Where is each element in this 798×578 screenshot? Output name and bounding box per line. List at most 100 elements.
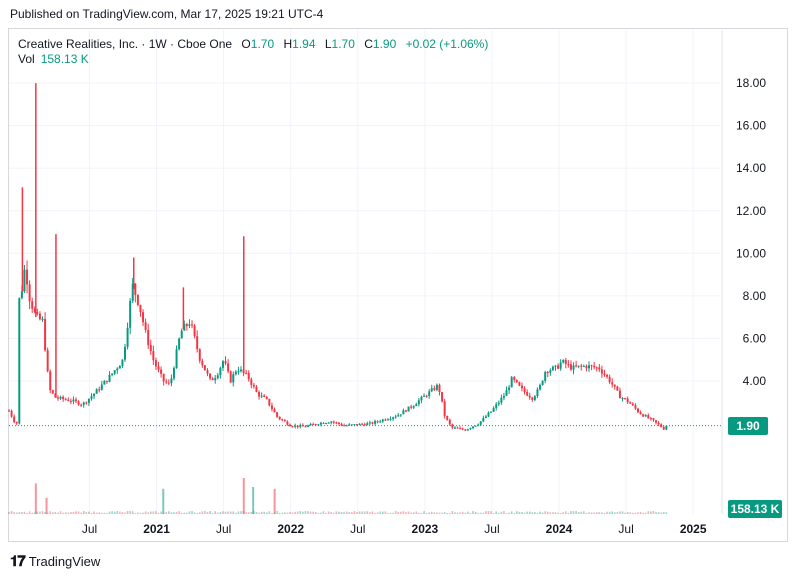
volume-bar (541, 512, 544, 514)
candle-body (170, 378, 173, 384)
volume-bar (446, 512, 449, 514)
candle-body (585, 365, 588, 369)
volume-bar (356, 512, 358, 514)
volume-bar (93, 511, 95, 514)
tradingview-logo[interactable]: 𝟏𝟕 TradingView (10, 553, 100, 570)
candle-body (209, 373, 212, 379)
candle-body (332, 421, 335, 423)
volume-bar (113, 511, 116, 514)
volume-bar (521, 512, 523, 514)
candle-body (41, 318, 44, 320)
open-value: 1.70 (250, 37, 275, 51)
volume-bar (577, 512, 580, 514)
volume-bar (626, 512, 629, 514)
volume-bar (309, 511, 312, 514)
volume-bar (405, 511, 407, 514)
volume-bar (510, 511, 513, 514)
volume-bar (186, 512, 188, 514)
candle-body (250, 379, 253, 385)
volume-bar (175, 511, 178, 514)
candle-body (613, 384, 616, 387)
candle-body (268, 398, 271, 406)
volume-bar (211, 512, 214, 514)
volume-bar (376, 512, 379, 514)
volume-bar (59, 511, 62, 514)
volume-bar (451, 511, 454, 514)
volume-bar (583, 511, 585, 514)
candle-body (188, 324, 191, 326)
candle-body (441, 392, 444, 402)
volume-bar (62, 512, 64, 514)
volume-bar (245, 512, 247, 514)
candle-body (438, 384, 441, 393)
volume-bar (436, 512, 438, 514)
candle-body (508, 387, 511, 391)
candle-body (487, 412, 490, 417)
volume-bar (379, 511, 382, 514)
chart-frame[interactable] (8, 28, 788, 542)
volume-bar (335, 511, 338, 514)
candle-body (358, 423, 361, 426)
volume-bar (348, 512, 351, 514)
volume-bar (299, 511, 302, 514)
candle-body (363, 424, 366, 426)
candle-body (590, 365, 593, 367)
candle-body (595, 367, 598, 369)
volume-bar (278, 512, 281, 514)
volume-bar (214, 511, 217, 514)
volume-bar (454, 512, 456, 514)
candle-body (258, 391, 261, 397)
volume-bar (188, 511, 191, 514)
volume-bar (505, 512, 508, 514)
candle-body (134, 283, 137, 295)
volume-bar (616, 512, 619, 514)
legend-symbol[interactable]: Creative Realities, Inc. · 1W · Cboe One (18, 37, 233, 51)
x-tick-label: 2023 (412, 522, 439, 536)
volume-bar (52, 512, 54, 514)
volume-bar (307, 511, 309, 514)
candle-body (456, 427, 459, 429)
volume-bar (531, 512, 534, 514)
volume-bar (247, 512, 250, 514)
candle-body (87, 398, 90, 403)
candle-body (572, 365, 575, 370)
candle-body (49, 371, 52, 391)
volume-bar (351, 512, 353, 514)
candle-body (397, 415, 400, 417)
candle-body (492, 408, 495, 412)
volume-bar (513, 512, 516, 514)
candle-body (152, 351, 155, 361)
volume-bar (183, 512, 186, 514)
candle-body (549, 370, 552, 373)
volume-bar (554, 512, 557, 514)
volume-bar (168, 511, 170, 514)
volume-bar (289, 511, 291, 514)
candle-body (38, 313, 41, 320)
candle-body (361, 423, 364, 425)
candle-body (175, 349, 178, 369)
volume-bar (82, 511, 85, 514)
volume-bar (428, 512, 430, 514)
volume-bar (608, 511, 611, 514)
candle-body (67, 399, 70, 401)
volume-bar (585, 512, 588, 514)
volume-bar (291, 512, 294, 514)
volume-bar (485, 511, 487, 514)
volume-bar (139, 512, 142, 514)
candle-body (564, 360, 567, 365)
y-tick-label: 10.00 (736, 246, 766, 260)
volume-bar (657, 512, 660, 514)
candle-body (252, 384, 255, 387)
candle-body (356, 424, 359, 426)
volume-bar (361, 511, 363, 514)
candle-body (371, 422, 374, 424)
volume-bar (240, 511, 242, 514)
x-tick-label: Jul (484, 522, 499, 536)
volume-bar (552, 512, 554, 514)
candle-body (95, 389, 98, 394)
volume-bar (402, 511, 405, 514)
candle-body (281, 419, 284, 421)
volume-bar (333, 512, 335, 514)
candle-body (28, 284, 31, 302)
